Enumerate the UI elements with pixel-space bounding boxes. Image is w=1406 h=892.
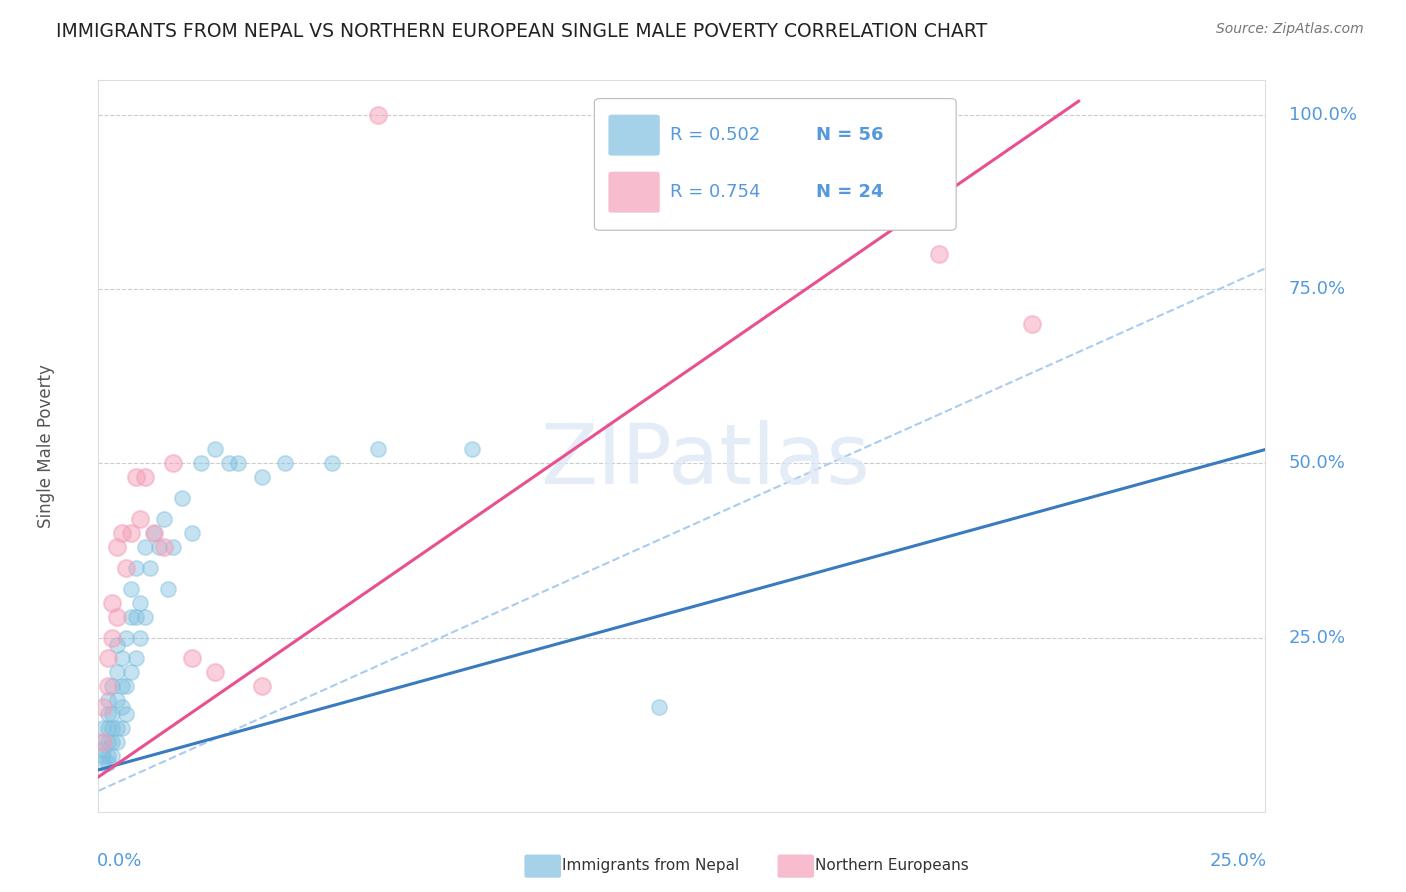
Point xyxy=(172,491,194,506)
FancyBboxPatch shape xyxy=(609,171,659,212)
Point xyxy=(105,665,128,680)
Text: 50.0%: 50.0% xyxy=(1289,454,1346,473)
Text: R = 0.502: R = 0.502 xyxy=(671,126,761,145)
Point xyxy=(134,470,156,484)
Point xyxy=(97,707,120,722)
Point xyxy=(125,609,148,624)
Point xyxy=(143,526,166,541)
Point xyxy=(105,721,128,735)
Point xyxy=(162,540,184,554)
Point xyxy=(115,561,138,575)
Point xyxy=(101,679,124,693)
Point xyxy=(367,108,389,122)
Point xyxy=(321,457,343,471)
Point xyxy=(105,693,128,707)
Point xyxy=(91,735,114,749)
Point xyxy=(190,457,212,471)
Point xyxy=(101,735,124,749)
Point xyxy=(111,679,134,693)
Point xyxy=(204,665,226,680)
Text: IMMIGRANTS FROM NEPAL VS NORTHERN EUROPEAN SINGLE MALE POVERTY CORRELATION CHART: IMMIGRANTS FROM NEPAL VS NORTHERN EUROPE… xyxy=(56,22,987,41)
Text: ZIPatlas: ZIPatlas xyxy=(540,420,870,501)
Point xyxy=(928,247,950,261)
Point xyxy=(125,651,148,665)
Text: 25.0%: 25.0% xyxy=(1209,852,1267,870)
Text: 25.0%: 25.0% xyxy=(1289,629,1346,647)
Text: N = 56: N = 56 xyxy=(815,126,883,145)
Point xyxy=(228,457,250,471)
Point xyxy=(101,721,124,735)
Point xyxy=(125,470,148,484)
Point xyxy=(111,721,134,735)
Point xyxy=(105,540,128,554)
Text: Northern Europeans: Northern Europeans xyxy=(815,858,969,872)
Point xyxy=(115,631,138,645)
Point xyxy=(647,700,669,714)
Point xyxy=(120,582,142,596)
Point xyxy=(1021,317,1043,331)
Point xyxy=(180,651,202,665)
Text: Source: ZipAtlas.com: Source: ZipAtlas.com xyxy=(1216,22,1364,37)
Point xyxy=(97,693,120,707)
Point xyxy=(162,457,184,471)
Point xyxy=(461,442,484,457)
Point xyxy=(115,679,138,693)
Point xyxy=(91,700,114,714)
Point xyxy=(97,679,120,693)
Point xyxy=(125,561,148,575)
Point xyxy=(120,609,142,624)
Point xyxy=(152,540,174,554)
Point xyxy=(367,442,389,457)
Text: 100.0%: 100.0% xyxy=(1289,106,1357,124)
Point xyxy=(101,631,124,645)
Point xyxy=(91,749,114,764)
Point xyxy=(139,561,162,575)
Point xyxy=(152,512,174,526)
Point xyxy=(250,470,273,484)
Point xyxy=(274,457,297,471)
Point xyxy=(105,609,128,624)
Point xyxy=(157,582,180,596)
Point xyxy=(101,749,124,764)
Point xyxy=(134,540,156,554)
Point xyxy=(204,442,226,457)
Point xyxy=(105,638,128,652)
Point xyxy=(91,721,114,735)
Point xyxy=(101,596,124,610)
Point xyxy=(111,526,134,541)
Text: R = 0.754: R = 0.754 xyxy=(671,183,761,202)
Point xyxy=(91,735,114,749)
Point xyxy=(97,735,120,749)
Point xyxy=(120,526,142,541)
Point xyxy=(120,665,142,680)
Point xyxy=(143,526,166,541)
Point xyxy=(129,631,152,645)
Point xyxy=(129,512,152,526)
Point xyxy=(218,457,240,471)
Text: Immigrants from Nepal: Immigrants from Nepal xyxy=(562,858,740,872)
Point xyxy=(250,679,273,693)
Point xyxy=(97,756,120,770)
Point xyxy=(115,707,138,722)
Text: Single Male Poverty: Single Male Poverty xyxy=(37,364,55,528)
Point xyxy=(91,756,114,770)
FancyBboxPatch shape xyxy=(609,115,659,155)
Point xyxy=(101,707,124,722)
Point xyxy=(134,609,156,624)
Text: 0.0%: 0.0% xyxy=(97,852,142,870)
Point xyxy=(148,540,170,554)
Point xyxy=(180,526,202,541)
Point xyxy=(111,700,134,714)
Text: N = 24: N = 24 xyxy=(815,183,883,202)
Text: 75.0%: 75.0% xyxy=(1289,280,1346,298)
Point xyxy=(129,596,152,610)
Point xyxy=(97,651,120,665)
Point xyxy=(97,721,120,735)
Point xyxy=(97,749,120,764)
FancyBboxPatch shape xyxy=(595,99,956,230)
Point xyxy=(600,108,623,122)
Point xyxy=(91,742,114,756)
Point xyxy=(111,651,134,665)
Point xyxy=(105,735,128,749)
